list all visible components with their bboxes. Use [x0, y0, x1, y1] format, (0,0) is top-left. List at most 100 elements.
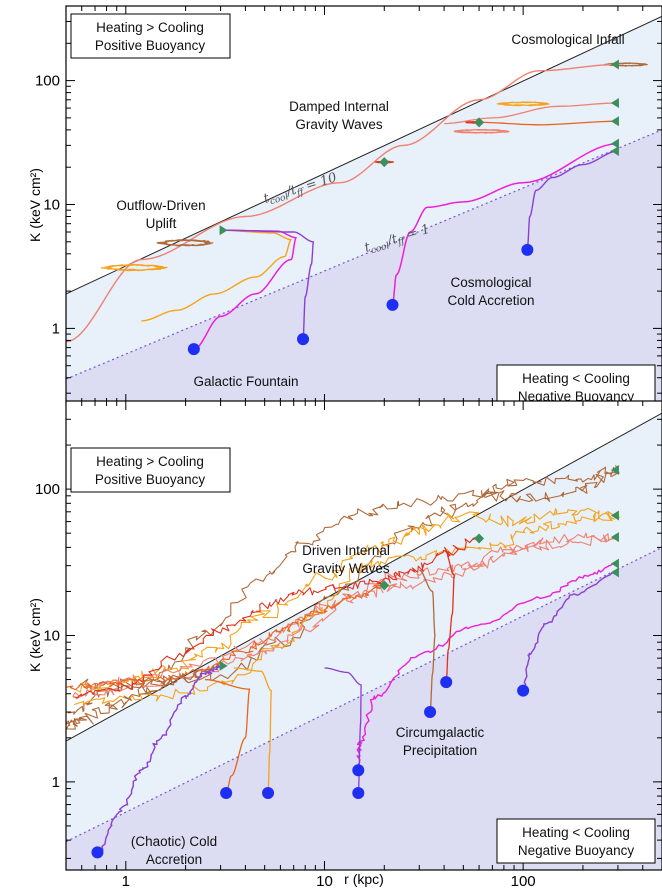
- end-point: [352, 786, 365, 799]
- x-axis-title: r (kpc): [344, 871, 384, 887]
- annot-chaotic-1: (Chaotic) Cold: [131, 834, 217, 849]
- traj-purple-15: [324, 667, 362, 794]
- annot-outflow-1: Outflow-Driven: [116, 198, 205, 213]
- negative-buoyancy-region: [66, 547, 662, 870]
- start-marker: [610, 558, 619, 569]
- y-tick-label: 100: [35, 73, 60, 90]
- traj-chaotic-8: [66, 663, 219, 730]
- svg-text:Heating > Cooling: Heating > Cooling: [96, 454, 204, 469]
- start-marker: [610, 146, 619, 157]
- start-marker: [379, 580, 390, 591]
- traj-chaotic-5: [85, 534, 616, 689]
- annot-damped-igw-2: Gravity Waves: [295, 117, 383, 132]
- svg-text:Negative Buoyancy: Negative Buoyancy: [518, 389, 635, 404]
- top-ticks: 1 10 100: [35, 5, 662, 403]
- bottom-trajectories: [66, 465, 621, 853]
- end-point: [91, 846, 104, 859]
- start-marker: [219, 660, 228, 671]
- traj-chaotic-6: [73, 536, 478, 699]
- traj-orange-return: [141, 229, 292, 322]
- traj-brown-uplift: [156, 239, 214, 247]
- end-point: [517, 684, 530, 697]
- annot-cosmological-infall: Cosmological Infall: [511, 32, 624, 47]
- end-point: [424, 706, 437, 719]
- y-tick-label: 10: [43, 628, 60, 645]
- bottom-y-axis-title: K (keV cm²): [27, 598, 43, 672]
- traj-red-41: [443, 546, 455, 683]
- svg-text:Heating < Cooling: Heating < Cooling: [522, 825, 630, 840]
- top-end-points: [187, 243, 534, 356]
- annot-cosmo-cold-2: Cold Accretion: [447, 293, 534, 308]
- svg-text:Heating > Cooling: Heating > Cooling: [96, 20, 204, 35]
- top-start-markers: [219, 59, 619, 236]
- annot-precipitation-1: Circumgalactic: [396, 725, 485, 740]
- start-marker: [610, 510, 619, 521]
- annot-damped-igw-1: Damped Internal: [289, 99, 389, 114]
- traj-darkorange-3: [204, 678, 251, 794]
- top-trajectories: [66, 62, 648, 350]
- end-point: [262, 786, 275, 799]
- y-tick-label: 1: [52, 774, 60, 791]
- traj-orange-5: [233, 667, 272, 794]
- start-marker: [610, 465, 619, 476]
- start-marker: [474, 533, 485, 544]
- annot-galactic-fountain: Galactic Fountain: [193, 374, 298, 389]
- svg-text:Positive Buoyancy: Positive Buoyancy: [95, 38, 206, 53]
- annot-chaotic-2: Accretion: [146, 852, 202, 867]
- y-tick-label: 1: [52, 320, 60, 337]
- positive-buoyancy-region: [66, 16, 662, 380]
- svg-text:Heating < Cooling: Heating < Cooling: [522, 371, 630, 386]
- x-tick-label: 1: [122, 873, 130, 889]
- start-marker: [610, 116, 619, 127]
- tcool-tff-1-line: [66, 546, 662, 843]
- start-marker: [610, 567, 619, 578]
- y-tick-label: 10: [43, 197, 60, 214]
- bottom-end-points: [91, 676, 530, 859]
- end-point: [352, 764, 365, 777]
- traj-precip-purple: [523, 570, 618, 692]
- traj-darkorange-47: [479, 120, 618, 126]
- traj-salmon-long: [66, 63, 618, 343]
- traj-salmon-osc: [453, 128, 510, 134]
- start-marker: [610, 59, 619, 70]
- traj-cosmo-purple: [526, 150, 618, 251]
- end-point: [297, 333, 310, 346]
- start-marker: [379, 157, 390, 168]
- start-marker: [474, 117, 485, 128]
- annot-driven-igw-1: Driven Internal: [302, 543, 390, 558]
- end-point: [220, 786, 233, 799]
- end-point: [440, 676, 453, 689]
- bottom-start-markers: [219, 465, 619, 671]
- top-y-axis-title: K (keV cm²): [27, 168, 43, 242]
- bottom-ticks: 1 10 100 1 10 100: [35, 400, 662, 889]
- traj-precip-magenta: [356, 561, 618, 772]
- y-tick-label: 100: [35, 481, 60, 498]
- traj-orange-uplift: [100, 263, 168, 272]
- traj-cosmo-magenta: [391, 142, 618, 306]
- annot-driven-igw-2: Gravity Waves: [302, 561, 390, 576]
- svg-text:Negative Buoyancy: Negative Buoyancy: [518, 843, 635, 858]
- traj-orange-infall: [496, 101, 550, 107]
- annot-outflow-2: Uplift: [146, 216, 177, 231]
- start-marker: [219, 225, 228, 236]
- negative-buoyancy-region: [66, 129, 662, 403]
- bottom-panel: 1 10 100 1 10 100 Heating > Cooling Positive …: [27, 400, 662, 889]
- end-point: [187, 343, 200, 356]
- bottom-heating-box: Heating > Cooling Positive Buoyancy: [70, 447, 231, 493]
- svg-text:Positive Buoyancy: Positive Buoyancy: [95, 472, 206, 487]
- traj-salmon-66: [444, 102, 618, 125]
- traj-chaotic-3: [74, 511, 621, 706]
- start-marker: [610, 97, 619, 108]
- top-heating-box: Heating > Cooling Positive Buoyancy: [70, 13, 231, 59]
- traj-chaotic-1: [78, 466, 618, 689]
- start-marker: [610, 138, 619, 149]
- traj-chaotic-7: [66, 584, 385, 691]
- end-point: [521, 243, 534, 256]
- bottom-cooling-box: Heating < Cooling Negative Buoyancy: [496, 818, 656, 864]
- annot-cosmo-cold-1: Cosmological: [450, 275, 531, 290]
- tcool-tff-10-line: [66, 15, 662, 295]
- start-marker: [610, 532, 619, 543]
- traj-fountain-purple: [220, 229, 315, 340]
